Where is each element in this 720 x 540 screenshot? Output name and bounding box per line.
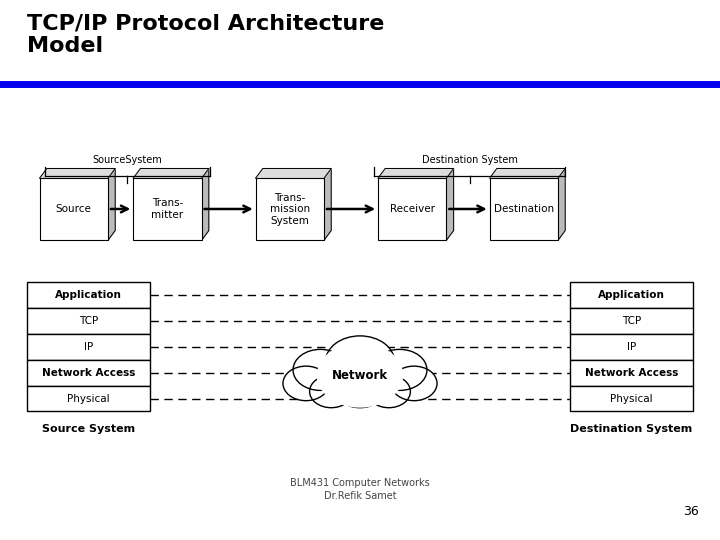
Bar bbox=[40, 178, 108, 240]
Bar bbox=[27, 308, 150, 334]
Text: Network: Network bbox=[332, 369, 388, 382]
Bar bbox=[27, 282, 150, 308]
Polygon shape bbox=[108, 168, 115, 240]
Circle shape bbox=[317, 343, 403, 408]
Circle shape bbox=[283, 366, 329, 401]
Polygon shape bbox=[558, 168, 565, 240]
Bar bbox=[378, 178, 446, 240]
Circle shape bbox=[335, 370, 385, 408]
Text: TCP: TCP bbox=[622, 316, 641, 326]
Text: Trans-
mitter: Trans- mitter bbox=[151, 198, 184, 220]
Text: Application: Application bbox=[55, 290, 122, 300]
Circle shape bbox=[391, 366, 437, 401]
Text: 36: 36 bbox=[683, 505, 698, 518]
Text: Destination: Destination bbox=[494, 204, 554, 214]
Circle shape bbox=[325, 336, 395, 388]
Polygon shape bbox=[202, 168, 209, 240]
Text: Receiver: Receiver bbox=[390, 204, 435, 214]
Bar bbox=[27, 334, 150, 360]
Text: Source: Source bbox=[56, 204, 91, 214]
Circle shape bbox=[293, 349, 348, 390]
Circle shape bbox=[372, 349, 427, 390]
Text: Physical: Physical bbox=[610, 394, 653, 403]
Polygon shape bbox=[324, 168, 331, 240]
Text: IP: IP bbox=[627, 342, 636, 352]
Bar bbox=[256, 178, 324, 240]
Bar bbox=[570, 282, 693, 308]
Bar bbox=[570, 308, 693, 334]
Bar bbox=[570, 334, 693, 360]
Bar bbox=[133, 178, 202, 240]
Text: BLM431 Computer Networks
Dr.Refik Samet: BLM431 Computer Networks Dr.Refik Samet bbox=[290, 478, 430, 501]
Polygon shape bbox=[40, 168, 115, 178]
Polygon shape bbox=[133, 168, 209, 178]
Text: SourceSystem: SourceSystem bbox=[93, 154, 162, 165]
Bar bbox=[27, 360, 150, 386]
Text: Physical: Physical bbox=[67, 394, 110, 403]
Text: Trans-
mission
System: Trans- mission System bbox=[270, 193, 310, 226]
Text: TCP: TCP bbox=[79, 316, 98, 326]
Text: Destination System: Destination System bbox=[422, 154, 518, 165]
Text: Destination System: Destination System bbox=[570, 424, 693, 434]
Text: Source System: Source System bbox=[42, 424, 135, 434]
Polygon shape bbox=[378, 168, 454, 178]
Polygon shape bbox=[256, 168, 331, 178]
Text: Network Access: Network Access bbox=[585, 368, 678, 377]
Bar bbox=[570, 360, 693, 386]
Bar bbox=[27, 386, 150, 411]
Polygon shape bbox=[490, 168, 565, 178]
Circle shape bbox=[367, 375, 410, 408]
Text: TCP/IP Protocol Architecture
Model: TCP/IP Protocol Architecture Model bbox=[27, 14, 384, 56]
Polygon shape bbox=[446, 168, 454, 240]
Text: Network Access: Network Access bbox=[42, 368, 135, 377]
Bar bbox=[570, 386, 693, 411]
Bar bbox=[490, 178, 558, 240]
Text: Application: Application bbox=[598, 290, 665, 300]
Circle shape bbox=[310, 375, 353, 408]
Text: IP: IP bbox=[84, 342, 93, 352]
